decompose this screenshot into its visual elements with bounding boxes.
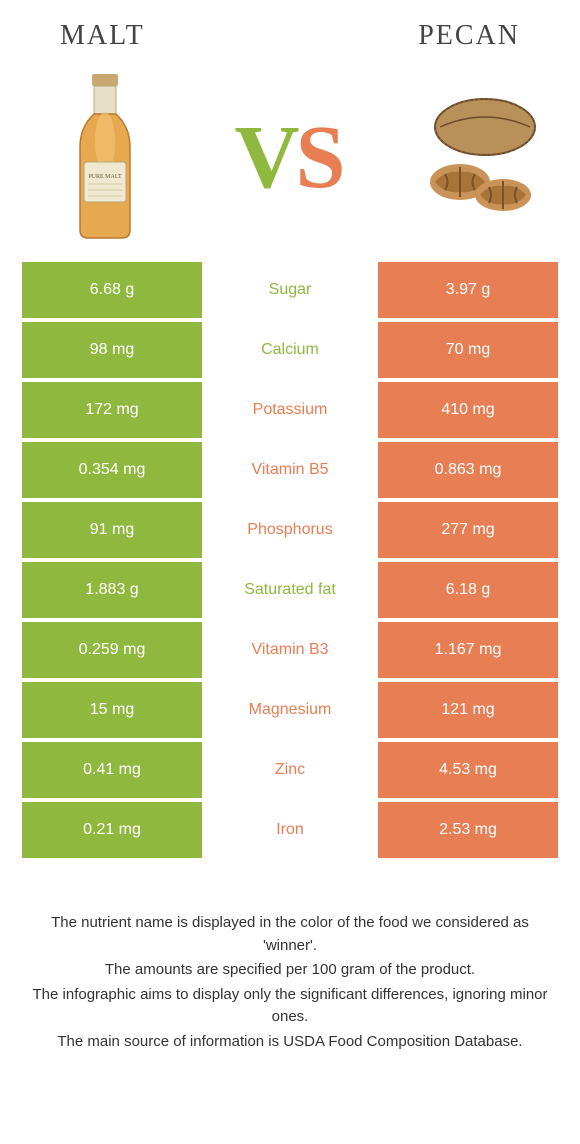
- right-value: 6.18 g: [378, 562, 558, 618]
- table-row: 0.41 mgZinc4.53 mg: [22, 742, 558, 798]
- nutrient-label: Calcium: [202, 322, 378, 378]
- nutrient-label: Vitamin B5: [202, 442, 378, 498]
- right-value: 0.863 mg: [378, 442, 558, 498]
- right-value: 1.167 mg: [378, 622, 558, 678]
- nutrient-label: Phosphorus: [202, 502, 378, 558]
- table-row: 15 mgMagnesium121 mg: [22, 682, 558, 738]
- left-value: 1.883 g: [22, 562, 202, 618]
- table-row: 0.259 mgVitamin B31.167 mg: [22, 622, 558, 678]
- footer-notes: The nutrient name is displayed in the co…: [0, 862, 580, 1075]
- nutrient-label: Saturated fat: [202, 562, 378, 618]
- table-row: 91 mgPhosphorus277 mg: [22, 502, 558, 558]
- right-value: 2.53 mg: [378, 802, 558, 858]
- right-value: 70 mg: [378, 322, 558, 378]
- header: Malt Pecan: [0, 0, 580, 62]
- table-row: 172 mgPotassium410 mg: [22, 382, 558, 438]
- nutrient-label: Potassium: [202, 382, 378, 438]
- right-value: 277 mg: [378, 502, 558, 558]
- right-value: 3.97 g: [378, 262, 558, 318]
- left-value: 15 mg: [22, 682, 202, 738]
- nutrient-label: Zinc: [202, 742, 378, 798]
- right-value: 121 mg: [378, 682, 558, 738]
- svg-text:PURE MALT: PURE MALT: [88, 174, 122, 180]
- vs-v: V: [234, 106, 299, 209]
- nutrient-label: Magnesium: [202, 682, 378, 738]
- footer-line-1: The nutrient name is displayed in the co…: [30, 912, 550, 957]
- footer-line-2: The amounts are specified per 100 gram o…: [30, 959, 550, 982]
- left-value: 0.259 mg: [22, 622, 202, 678]
- table-row: 98 mgCalcium70 mg: [22, 322, 558, 378]
- vs-s: S: [295, 106, 345, 209]
- left-value: 91 mg: [22, 502, 202, 558]
- table-row: 1.883 gSaturated fat6.18 g: [22, 562, 558, 618]
- nutrient-label: Vitamin B3: [202, 622, 378, 678]
- left-value: 98 mg: [22, 322, 202, 378]
- left-value: 0.41 mg: [22, 742, 202, 798]
- footer-line-4: The main source of information is USDA F…: [30, 1031, 550, 1054]
- right-food-title: Pecan: [418, 20, 520, 52]
- nutrient-label: Sugar: [202, 262, 378, 318]
- left-value: 6.68 g: [22, 262, 202, 318]
- vs-label: V S: [234, 106, 345, 209]
- right-value: 4.53 mg: [378, 742, 558, 798]
- pecan-image: [400, 72, 550, 242]
- malt-image: PURE MALT: [30, 72, 180, 242]
- table-row: 0.354 mgVitamin B50.863 mg: [22, 442, 558, 498]
- footer-line-3: The infographic aims to display only the…: [30, 984, 550, 1029]
- nutrient-table: 6.68 gSugar3.97 g98 mgCalcium70 mg172 mg…: [0, 262, 580, 858]
- left-value: 0.21 mg: [22, 802, 202, 858]
- left-value: 172 mg: [22, 382, 202, 438]
- left-value: 0.354 mg: [22, 442, 202, 498]
- hero-row: PURE MALT V S: [0, 62, 580, 262]
- table-row: 6.68 gSugar3.97 g: [22, 262, 558, 318]
- nutrient-label: Iron: [202, 802, 378, 858]
- right-value: 410 mg: [378, 382, 558, 438]
- table-row: 0.21 mgIron2.53 mg: [22, 802, 558, 858]
- left-food-title: Malt: [60, 20, 145, 52]
